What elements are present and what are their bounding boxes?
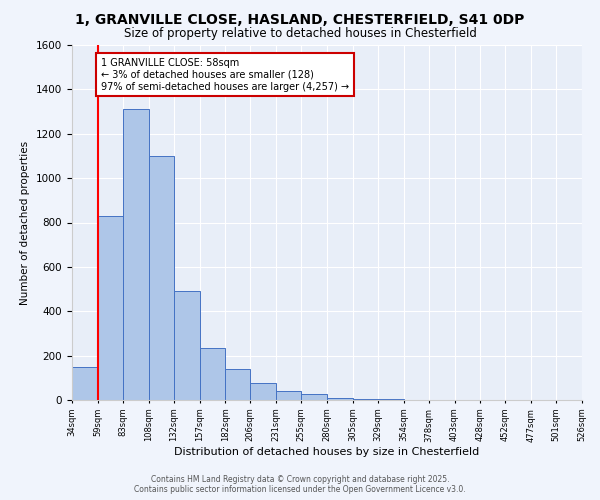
Bar — [327, 398, 353, 400]
Bar — [301, 394, 327, 400]
Bar — [72, 366, 98, 400]
Text: 1, GRANVILLE CLOSE, HASLAND, CHESTERFIELD, S41 0DP: 1, GRANVILLE CLOSE, HASLAND, CHESTERFIEL… — [76, 12, 524, 26]
Bar — [250, 384, 276, 400]
Bar — [98, 216, 123, 400]
Text: 1 GRANVILLE CLOSE: 58sqm
← 3% of detached houses are smaller (128)
97% of semi-d: 1 GRANVILLE CLOSE: 58sqm ← 3% of detache… — [101, 58, 349, 92]
Bar — [353, 399, 378, 400]
Text: Contains HM Land Registry data © Crown copyright and database right 2025.
Contai: Contains HM Land Registry data © Crown c… — [134, 474, 466, 494]
Bar — [226, 369, 250, 400]
X-axis label: Distribution of detached houses by size in Chesterfield: Distribution of detached houses by size … — [175, 447, 479, 457]
Bar — [123, 110, 149, 400]
Text: Size of property relative to detached houses in Chesterfield: Size of property relative to detached ho… — [124, 28, 476, 40]
Y-axis label: Number of detached properties: Number of detached properties — [20, 140, 31, 304]
Bar — [199, 348, 226, 400]
Bar — [173, 292, 199, 400]
Bar — [276, 391, 301, 400]
Bar — [149, 156, 173, 400]
